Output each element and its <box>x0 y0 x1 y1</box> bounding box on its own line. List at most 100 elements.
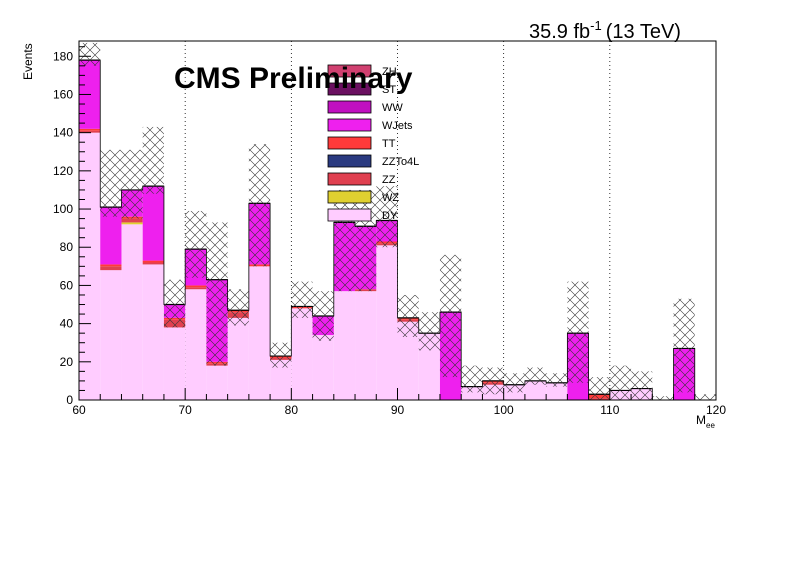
legend-swatch-zh <box>327 64 372 78</box>
bar-dy-bin-21 <box>524 380 547 400</box>
bar-dy-bin-4 <box>163 327 186 400</box>
legend-label-wjets: WJets <box>382 120 413 132</box>
x-axis-label-main: M <box>696 413 706 427</box>
bar-wjets-bin-3 <box>142 186 164 261</box>
y-tick-label-20: 20 <box>60 355 74 369</box>
bar-dy-bin-11 <box>312 335 334 400</box>
uncertainty-bin-2 <box>121 149 143 219</box>
legend-label-ww: WW <box>382 102 403 114</box>
uncertainty-bin-3 <box>142 126 164 194</box>
uncertainty-bin-0 <box>79 42 101 66</box>
bar-dy-bin-14 <box>376 245 398 400</box>
uncertainty-bin-23 <box>567 281 589 383</box>
y-axis-label: Events <box>21 43 35 80</box>
y-tick-label-100: 100 <box>53 202 73 216</box>
legend-swatch-st <box>327 82 372 96</box>
bar-dy-bin-9 <box>270 359 292 400</box>
legend-label-zzto4l: ZZTo4L <box>382 156 419 168</box>
bar-dy-bin-15 <box>397 321 419 400</box>
uncertainty-bin-10 <box>291 281 313 318</box>
y-tick-label-80: 80 <box>60 240 74 254</box>
axis-ticks <box>78 46 717 401</box>
uncertainty-bin-18 <box>461 365 483 393</box>
y-tick-label-160: 160 <box>53 87 73 101</box>
x-tick-label-60: 60 <box>72 403 86 417</box>
legend-label-tt: TT <box>382 138 396 150</box>
uncertainty-bin-22 <box>546 373 568 387</box>
uncertainty-bin-9 <box>270 342 292 368</box>
uncertainty-bin-21 <box>524 367 547 385</box>
bar-dy-bin-8 <box>248 266 271 400</box>
bar-dy-bin-7 <box>227 317 249 400</box>
bar-tt-bin-3 <box>142 260 164 263</box>
uncertainty-bin-17 <box>439 254 462 378</box>
y-tick-label-180: 180 <box>53 49 73 63</box>
legend-label-wz: WZ <box>382 192 399 204</box>
y-tick-label-60: 60 <box>60 278 74 292</box>
uncertainty-bin-25 <box>609 365 632 400</box>
bar-dy-bin-1 <box>100 270 122 400</box>
chart-title: CMS Preliminary <box>174 62 413 95</box>
uncertainty-bin-26 <box>631 371 653 400</box>
lumi-value: 35.9 fb <box>529 21 590 43</box>
uncertainty-bin-12 <box>333 189 356 292</box>
legend-label-zz: ZZ <box>382 174 396 186</box>
legend-label-zh: ZH <box>382 66 397 78</box>
energy-label: (13 TeV) <box>606 21 681 43</box>
bar-dy-bin-12 <box>333 291 356 400</box>
bar-zz-bin-1 <box>100 266 122 271</box>
legend-swatch-ww <box>327 100 372 114</box>
bar-zz-bin-5 <box>185 287 207 290</box>
legend-swatch-zz <box>327 172 372 186</box>
y-tick-labels: 0 20 40 60 80 100 120 140 160 180 <box>53 49 73 407</box>
legend-label-st: ST <box>382 84 396 96</box>
uncertainty-bin-24 <box>588 377 610 400</box>
legend-swatch-tt <box>327 136 372 150</box>
x-tick-label-100: 100 <box>494 403 514 417</box>
x-axis-label-sub: ee <box>706 421 715 430</box>
uncertainty-bin-1 <box>100 149 122 217</box>
y-tick-label-120: 120 <box>53 164 73 178</box>
uncertainty-bin-8 <box>248 144 271 267</box>
bar-dy-bin-5 <box>185 289 207 400</box>
bar-tt-bin-0 <box>79 128 101 131</box>
legend-swatch-zzto4l <box>327 154 372 168</box>
legend: ZH ST WW WJets TT ZZTo4L ZZ WZ DY <box>327 64 419 222</box>
bar-zz-bin-0 <box>79 130 101 133</box>
uncertainty-band <box>79 42 716 400</box>
bar-zz-bin-2 <box>121 218 143 223</box>
bar-dy-bin-6 <box>206 365 228 400</box>
lumi-label: 35.9 fb-1 (13 TeV) <box>529 18 681 43</box>
uncertainty-bin-13 <box>355 189 377 292</box>
bar-dy-bin-2 <box>121 224 143 400</box>
y-tick-label-0: 0 <box>66 393 73 407</box>
uncertainty-bin-29 <box>694 394 716 400</box>
uncertainty-bin-16 <box>418 312 440 351</box>
uncertainty-bin-7 <box>227 289 249 326</box>
x-tick-label-70: 70 <box>178 403 192 417</box>
uncertainty-bin-5 <box>185 210 207 278</box>
x-tick-label-120: 120 <box>706 403 726 417</box>
legend-swatch-wjets <box>327 118 372 132</box>
bar-dy-bin-3 <box>142 264 164 400</box>
x-tick-labels: 60 70 80 90 100 110 120 <box>72 403 726 417</box>
uncertainty-bin-11 <box>312 291 334 341</box>
uncertainty-bin-28 <box>673 298 695 393</box>
legend-swatch-dy <box>327 208 372 222</box>
legend-label-dy: DY <box>382 210 398 222</box>
uncertainty-bin-27 <box>652 396 674 400</box>
uncertainty-bin-4 <box>163 279 186 328</box>
uncertainty-bin-15 <box>397 294 419 337</box>
x-tick-label-80: 80 <box>285 403 299 417</box>
legend-swatch-wz <box>327 190 372 204</box>
bar-dy-bin-10 <box>291 308 313 400</box>
y-tick-label-140: 140 <box>53 126 73 140</box>
uncertainty-bin-20 <box>503 373 525 393</box>
bar-wjets-bin-1 <box>100 207 122 265</box>
y-tick-label-40: 40 <box>60 317 74 331</box>
bar-zz-bin-3 <box>142 262 164 265</box>
bar-wz-bin-2 <box>121 222 143 225</box>
uncertainty-bin-6 <box>206 222 228 366</box>
x-tick-label-90: 90 <box>391 403 405 417</box>
